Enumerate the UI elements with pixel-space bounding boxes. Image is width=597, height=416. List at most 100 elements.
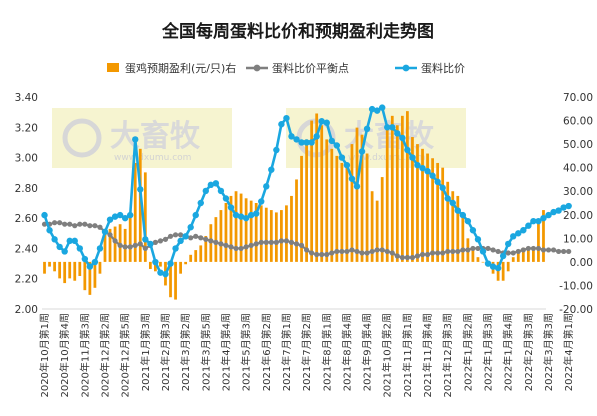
ratio-point (555, 207, 562, 214)
ratio-point (247, 211, 255, 219)
ratio-point (106, 216, 114, 223)
breakeven-point (218, 241, 224, 247)
y-right-tick-label: -20.00 (559, 304, 593, 316)
breakeven-point (288, 239, 295, 245)
legend-marker-breakeven (253, 64, 261, 72)
profit-bar (274, 212, 278, 262)
breakeven-point (298, 242, 305, 248)
ratio-point (147, 240, 154, 248)
y-right-tick-label: 50.00 (563, 139, 593, 151)
ratio-point (91, 258, 99, 266)
breakeven-point (263, 239, 269, 245)
ratio-point (101, 228, 109, 235)
ratio-point (338, 154, 346, 161)
breakeven-point (314, 251, 320, 258)
ratio-point (510, 233, 517, 240)
x-tick-label: 2020年10月第1周 (38, 313, 51, 398)
profit-bar (174, 261, 177, 300)
y-right-tick-label: 0.00 (570, 257, 593, 269)
breakeven-point (233, 245, 239, 252)
profit-bar (300, 155, 303, 262)
profit-bar (471, 247, 475, 262)
breakeven-point (97, 224, 103, 230)
x-tick-label: 2021年4月第4周 (219, 313, 232, 391)
ratio-point (414, 161, 421, 169)
profit-bar (365, 153, 369, 262)
breakeven-point (172, 232, 179, 238)
ratio-point (515, 230, 522, 237)
breakeven-point (208, 238, 214, 244)
profit-bar (305, 139, 308, 262)
breakeven-point (490, 247, 496, 253)
watermark-box (52, 108, 232, 168)
ratio-point (444, 195, 451, 202)
ratio-point (137, 186, 144, 193)
profit-bar (511, 257, 515, 262)
breakeven-point (435, 250, 441, 256)
ratio-point (454, 207, 461, 214)
y-right-tick-label: 60.00 (563, 116, 593, 128)
x-tick-label: 2021年12月第3周 (441, 313, 454, 398)
ratio-point (343, 161, 351, 169)
x-tick-label: 2021年6月第2周 (260, 313, 273, 391)
ratio-point (132, 136, 139, 143)
profit-bar (406, 111, 409, 262)
ratio-point (479, 248, 487, 255)
breakeven-point (268, 239, 274, 245)
ratio-point (419, 164, 426, 172)
profit-bar (400, 115, 404, 262)
ratio-point (499, 252, 507, 260)
breakeven-point (344, 248, 350, 255)
ratio-point (429, 172, 436, 179)
breakeven-point (354, 248, 360, 255)
breakeven-point (157, 238, 164, 244)
y-left-tick-label: 3.00 (15, 153, 38, 165)
y-right-tick-label: 70.00 (563, 92, 593, 104)
profit-bar (345, 167, 349, 262)
x-tick-label: 2020年10月第4周 (58, 313, 71, 398)
breakeven-point (520, 247, 526, 253)
profit-bar (224, 203, 228, 262)
profit-bar (229, 195, 233, 262)
ratio-point (202, 187, 209, 195)
profit-bar (441, 167, 445, 262)
ratio-point (484, 260, 492, 267)
ratio-point (81, 255, 89, 263)
breakeven-point (339, 248, 345, 255)
breakeven-point (495, 248, 501, 255)
profit-bar (350, 144, 354, 262)
profit-bar (431, 158, 434, 262)
breakeven-point (137, 241, 143, 247)
chart-title: 全国每周蛋料比价和预期盈利走势图 (161, 21, 434, 42)
legend-label-ratio: 蛋料比价 (421, 61, 465, 75)
ratio-point (469, 227, 477, 234)
y-left-tick-label: 2.80 (15, 183, 38, 195)
breakeven-point (324, 251, 330, 258)
breakeven-point (309, 250, 315, 256)
breakeven-point (193, 233, 199, 239)
ratio-point (61, 248, 68, 255)
profit-bar (320, 125, 324, 262)
ratio-point (182, 233, 189, 240)
profit-bar (380, 177, 384, 262)
ratio-point (373, 107, 381, 114)
ratio-point (358, 148, 366, 155)
ratio-point (227, 204, 235, 211)
breakeven-point (62, 221, 68, 227)
watermark-text: 大畜牧 (110, 119, 201, 154)
breakeven-point (505, 250, 511, 256)
x-tick-label: 2020年12月第5周 (119, 313, 132, 398)
profit-bar (416, 144, 419, 262)
breakeven-point (198, 235, 204, 241)
ratio-point (520, 227, 527, 234)
watermark-url: www.dxumu.com (114, 153, 191, 163)
breakeven-point (510, 250, 516, 256)
x-tick-label: 2021年11月第1周 (401, 313, 414, 398)
profit-bar (355, 127, 359, 262)
breakeven-point (515, 248, 521, 255)
profit-bar (244, 198, 248, 262)
ratio-point (434, 178, 441, 185)
profit-bar (159, 261, 162, 267)
x-tick-label: 2021年2月第3周 (159, 313, 172, 391)
ratio-point (56, 243, 63, 251)
